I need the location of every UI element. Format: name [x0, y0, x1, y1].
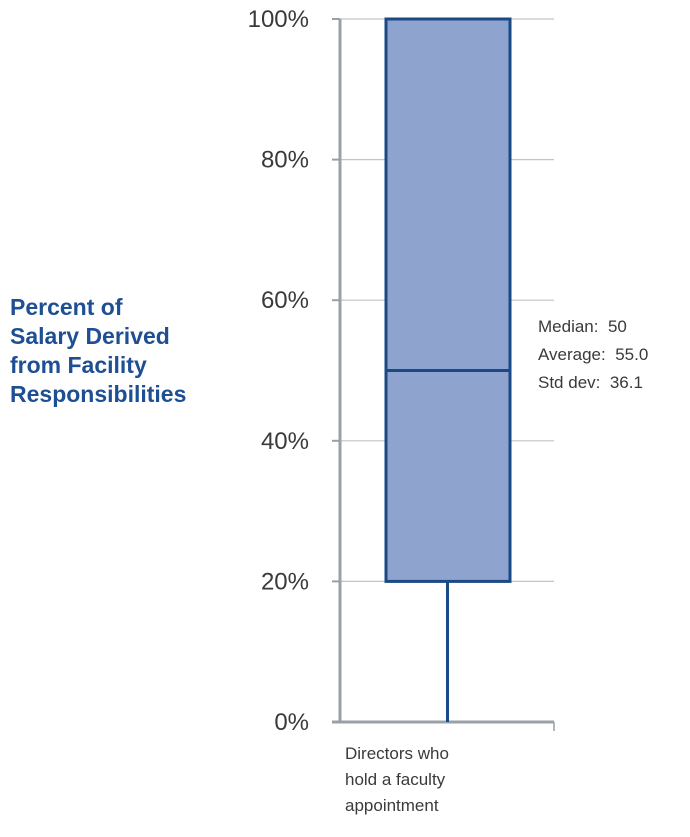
y-tick-label: 20%	[261, 568, 309, 595]
y-tick-label: 0%	[274, 709, 309, 736]
y-tick-label: 60%	[261, 287, 309, 314]
y-tick-label: 40%	[261, 428, 309, 455]
y-axis-label-line: from Facility	[10, 352, 147, 378]
axes	[332, 19, 555, 731]
x-category-label-line: Directors who	[345, 744, 449, 763]
x-category-label: Directors who hold a faculty appointment	[345, 741, 515, 819]
summary-stats: Median: 50 Average: 55.0 Std dev: 36.1	[538, 313, 648, 397]
y-axis-label-line: Percent of	[10, 294, 123, 320]
box-plot	[384, 17, 512, 722]
y-axis-label-line: Responsibilities	[10, 381, 187, 407]
stat-average: Average: 55.0	[538, 345, 649, 364]
stat-std-dev: Std dev: 36.1	[538, 373, 643, 392]
x-category-label-line: hold a faculty	[345, 770, 446, 789]
y-ticks: 0% 20% 40% 60% 80% 100%	[248, 6, 340, 736]
y-axis-label: Percent of Salary Derived from Facility …	[10, 293, 235, 409]
x-category-label-line: appointment	[345, 796, 439, 815]
box-iqr	[384, 17, 512, 583]
y-tick-label: 100%	[248, 6, 309, 33]
y-tick-label: 80%	[261, 147, 309, 174]
y-axis-label-line: Salary Derived	[10, 323, 170, 349]
stat-median: Median: 50	[538, 317, 627, 336]
